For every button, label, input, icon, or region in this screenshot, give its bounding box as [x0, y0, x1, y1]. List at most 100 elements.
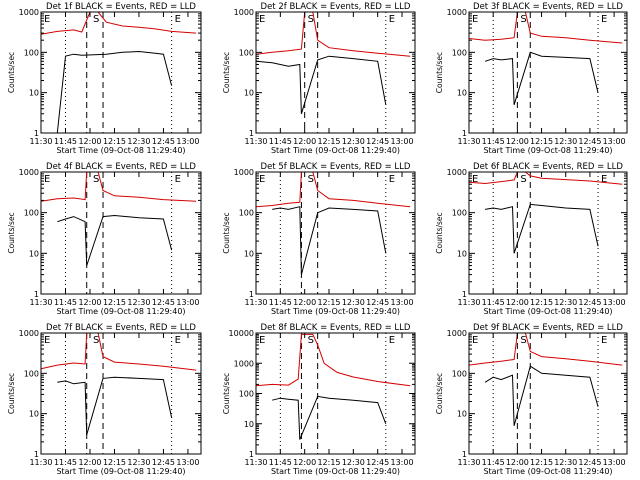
- y-tick-label: 10: [244, 420, 254, 429]
- panel-3: Det 3f BLACK = Events, RED = LLD 1 10 100 10…: [435, 2, 628, 155]
- red-series-line: [255, 333, 411, 387]
- red-series-line: [468, 171, 623, 185]
- x-tick-label: 12:15: [317, 298, 340, 307]
- red-series-line: [468, 332, 623, 366]
- x-tick-label: 12:45: [152, 298, 175, 307]
- black-series-line: [485, 203, 599, 254]
- x-tick-label: 11:30: [244, 298, 267, 307]
- black-series-line: [57, 376, 173, 435]
- y-axis-label: Counts/sec: [435, 373, 444, 414]
- x-tick-label: 12:45: [152, 458, 175, 467]
- marker-label-E: E: [389, 14, 395, 25]
- y-tick-label: 100: [24, 48, 39, 57]
- y-tick-label: 1: [249, 450, 254, 459]
- red-series-line: [255, 11, 411, 57]
- y-tick-label: 1: [249, 129, 254, 138]
- y-axis-label: Counts/sec: [435, 52, 444, 93]
- y-tick-label: 10: [457, 89, 467, 98]
- x-tick-label: 11:30: [244, 458, 267, 467]
- y-tick-label: 1: [34, 450, 39, 459]
- x-tick-label: 12:30: [127, 137, 150, 146]
- y-tick-label: 1000: [19, 168, 39, 177]
- x-tick-label: 13:00: [176, 458, 199, 467]
- marker-label-E: E: [259, 335, 265, 346]
- marker-label-S: S: [520, 335, 526, 346]
- panel-7: Det 7f BLACK = Events, RED = LLD 1 10 100 10…: [7, 323, 202, 476]
- x-tick-label: 13:00: [603, 458, 626, 467]
- x-tick-label: 12:00: [506, 298, 529, 307]
- black-series-line: [56, 50, 173, 134]
- marker-label-E: E: [472, 335, 478, 346]
- panel-9: Det 9f BLACK = Events, RED = LLD 1 10 100 10…: [435, 323, 628, 476]
- red-series-line: [40, 332, 197, 371]
- x-tick-label: 12:30: [342, 458, 365, 467]
- x-tick-label: 12:00: [78, 298, 101, 307]
- y-tick-label: 1000: [234, 359, 254, 368]
- panel-title: Det 2f BLACK = Events, RED = LLD: [261, 2, 411, 12]
- x-axis-label: Start Time (09-Oct-08 11:29:40): [56, 307, 185, 316]
- panel-5: Det 5f BLACK = Events, RED = LLD 1 10 100 10…: [222, 162, 416, 316]
- x-tick-label: 11:45: [482, 137, 505, 146]
- black-series-line: [255, 55, 387, 114]
- x-tick-label: 12:30: [554, 298, 577, 307]
- y-tick-label: 10: [244, 249, 254, 258]
- x-tick-label: 12:45: [366, 458, 389, 467]
- x-axis-label: Start Time (09-Oct-08 11:29:40): [56, 146, 185, 155]
- marker-label-E: E: [44, 335, 50, 346]
- x-axis-label: Start Time (09-Oct-08 11:29:40): [483, 467, 612, 476]
- y-tick-label: 10: [29, 410, 39, 419]
- y-axis-label: Counts/sec: [222, 212, 231, 253]
- y-tick-label: 100: [452, 48, 467, 57]
- y-tick-label: 1: [34, 129, 39, 138]
- y-tick-label: 100: [452, 209, 467, 218]
- x-axis-label: Start Time (09-Oct-08 11:29:40): [483, 146, 612, 155]
- marker-label-S: S: [520, 174, 526, 185]
- x-tick-label: 11:45: [54, 137, 77, 146]
- x-tick-label: 11:45: [54, 458, 77, 467]
- panel-8: Det 8f BLACK = Events, RED = LLD 1 10 100 10…: [222, 323, 416, 476]
- x-tick-label: 12:00: [293, 137, 316, 146]
- y-tick-label: 1: [462, 290, 467, 299]
- y-tick-label: 1: [249, 290, 254, 299]
- marker-label-E: E: [44, 14, 50, 25]
- plot-frame: [40, 11, 202, 134]
- x-tick-label: 12:00: [506, 458, 529, 467]
- black-series-line: [57, 214, 173, 266]
- y-axis-label: Counts/sec: [435, 212, 444, 253]
- panel-1: Det 1f BLACK = Events, RED = LLD 1 10 100 10…: [7, 2, 202, 155]
- marker-label-S: S: [93, 174, 99, 185]
- y-tick-label: 1000: [234, 8, 254, 17]
- y-tick-label: 10: [29, 89, 39, 98]
- x-tick-label: 12:45: [366, 137, 389, 146]
- y-tick-label: 10: [29, 249, 39, 258]
- panel-title: Det 4f BLACK = Events, RED = LLD: [46, 162, 196, 172]
- x-tick-label: 12:15: [530, 137, 553, 146]
- marker-label-S: S: [308, 335, 314, 346]
- y-tick-label: 10000: [229, 329, 254, 338]
- x-tick-label: 12:30: [127, 298, 150, 307]
- x-tick-label: 13:00: [390, 298, 413, 307]
- x-tick-label: 13:00: [603, 298, 626, 307]
- panel-title: Det 7f BLACK = Events, RED = LLD: [46, 323, 196, 333]
- plot-frame: [468, 11, 628, 134]
- red-series-line: [468, 11, 623, 44]
- marker-label-E: E: [472, 174, 478, 185]
- marker-label-E: E: [175, 174, 181, 185]
- red-series-line: [40, 171, 197, 202]
- y-tick-label: 100: [239, 48, 254, 57]
- x-tick-label: 12:00: [293, 298, 316, 307]
- y-tick-label: 10: [457, 410, 467, 419]
- panel-title: Det 3f BLACK = Events, RED = LLD: [473, 2, 623, 12]
- x-tick-label: 12:30: [554, 458, 577, 467]
- y-tick-label: 1000: [19, 8, 39, 17]
- panel-title: Det 8f BLACK = Events, RED = LLD: [261, 323, 411, 333]
- x-tick-label: 13:00: [603, 137, 626, 146]
- x-tick-label: 11:45: [54, 298, 77, 307]
- panel-4: Det 4f BLACK = Events, RED = LLD 1 10 100 10…: [7, 162, 202, 316]
- marker-label-E: E: [389, 335, 395, 346]
- red-series-line: [40, 11, 197, 35]
- plot-frame: [40, 332, 202, 455]
- panel-title: Det 6f BLACK = Events, RED = LLD: [473, 162, 623, 172]
- marker-label-E: E: [259, 14, 265, 25]
- x-tick-label: 12:00: [506, 137, 529, 146]
